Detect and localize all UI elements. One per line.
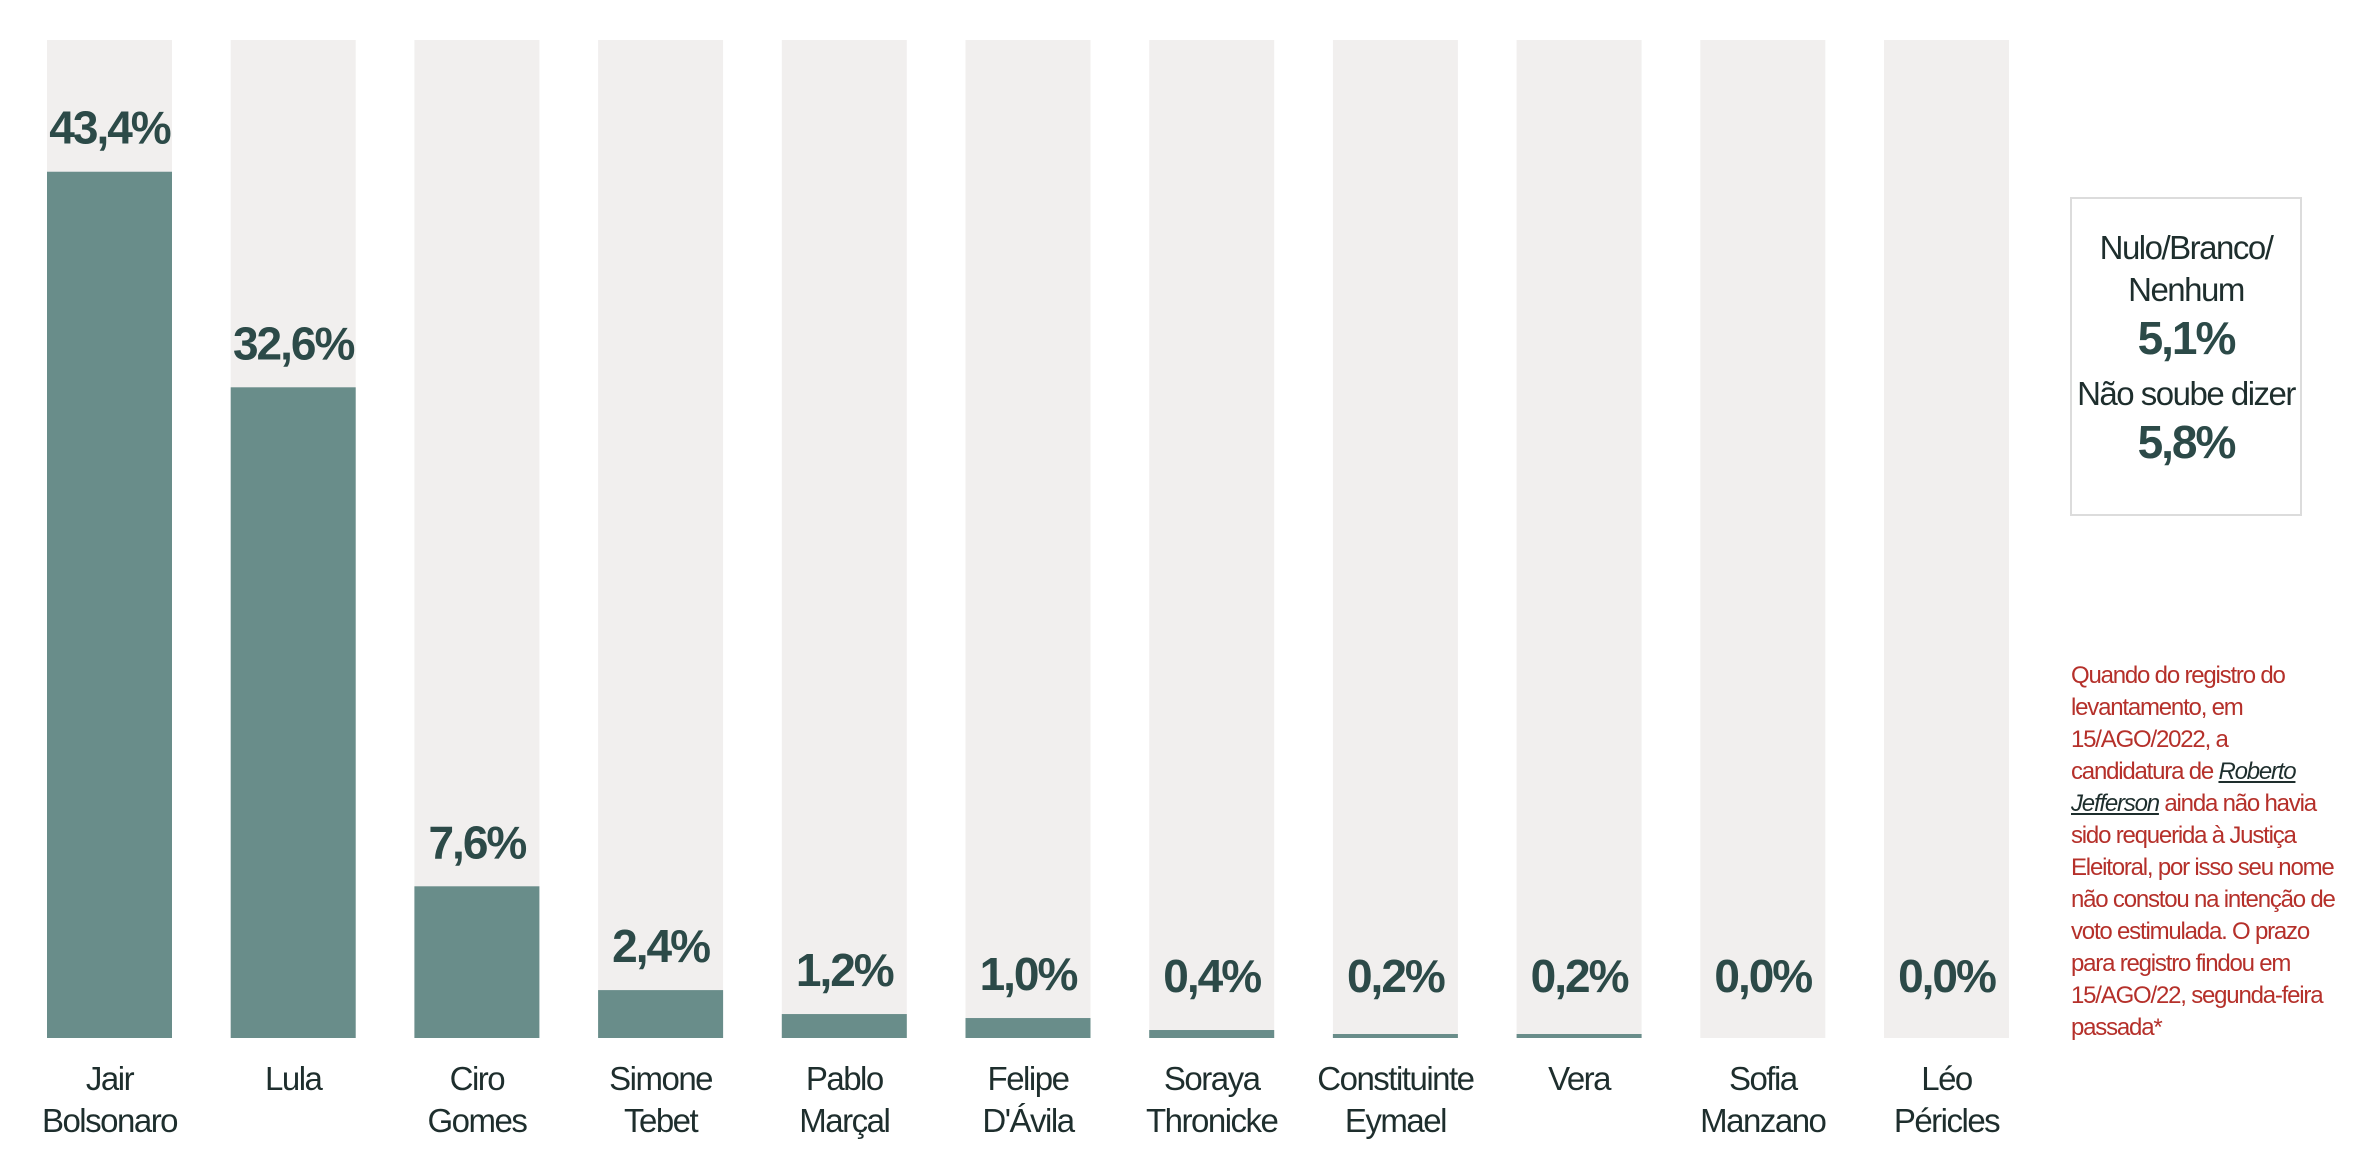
footnote-text-before: Quando do registro do levantamento, em 1… (2071, 662, 2286, 785)
category-label: Lula (265, 1060, 324, 1097)
null-blank-none-value: 5,1% (2137, 312, 2237, 364)
category-label: D'Ávila (982, 1102, 1075, 1139)
data-label: 7,6% (428, 816, 526, 868)
data-label: 0,4% (1163, 950, 1261, 1002)
bar (230, 387, 356, 1039)
category-label: Tebet (624, 1102, 699, 1139)
category-label: Pablo (806, 1060, 883, 1097)
bar-track (414, 40, 540, 1038)
null-blank-none-label: Nulo/Branco/ Nenhum (2099, 229, 2274, 308)
bar-track (965, 40, 1091, 1038)
category-label: Felipe (988, 1060, 1069, 1097)
bar-chart: 43,4% Jair Bolsonaro 32,6% Lula 7,6% Ciro Gomes… (42, 40, 2009, 1139)
footnote-candidate-name: Roberto Jefferson (2071, 758, 2297, 817)
category-label: Ciro (450, 1060, 505, 1097)
bar-track (1149, 40, 1275, 1038)
category-label: Eymael (1345, 1102, 1446, 1139)
data-label: 0,0% (1898, 950, 1996, 1002)
category-label: Bolsonaro (42, 1102, 177, 1139)
data-label: 2,4% (612, 920, 710, 972)
data-label: 0,2% (1531, 950, 1629, 1002)
data-label: 1,0% (980, 948, 1078, 1000)
bar (1332, 1034, 1458, 1038)
did-not-know-label: Não soube dizer (2077, 375, 2296, 412)
bar-track (1332, 40, 1458, 1038)
bar-track (1884, 40, 2009, 1038)
category-label: Vera (1548, 1060, 1612, 1097)
summary-box: Nulo/Branco/ Nenhum 5,1% Não soube dizer… (2070, 197, 2302, 516)
footnote: Quando do registro do levantamento, em 1… (2071, 660, 2341, 1044)
category-label: Sofia (1729, 1060, 1799, 1097)
bar-track (781, 40, 907, 1038)
bar (598, 990, 724, 1038)
data-label: 0,2% (1347, 950, 1445, 1002)
category-label: Marçal (799, 1102, 889, 1139)
data-label: 32,6% (233, 317, 355, 369)
category-label: Soraya (1164, 1060, 1262, 1097)
bar-track (1700, 40, 1826, 1038)
category-label: Simone (609, 1060, 712, 1097)
category-label: Gomes (427, 1102, 527, 1139)
bar-track (1516, 40, 1642, 1038)
bar-track (598, 40, 724, 1038)
footnote-text-after: ainda não havia sido requerida à Justiça… (2071, 790, 2336, 1041)
category-label: Léo (1921, 1060, 1972, 1097)
bar (47, 171, 172, 1039)
data-label: 0,0% (1714, 950, 1812, 1002)
category-label: Manzano (1700, 1102, 1825, 1139)
bar (781, 1014, 907, 1038)
category-label: Péricles (1894, 1102, 2000, 1139)
bar (965, 1018, 1091, 1038)
category-label: Thronicke (1146, 1102, 1278, 1139)
category-label: Constituinte (1317, 1060, 1473, 1097)
bar (1516, 1034, 1642, 1038)
did-not-know-value: 5,8% (2137, 416, 2237, 468)
bar (414, 886, 540, 1038)
category-label: Jair (86, 1060, 135, 1097)
data-label: 1,2% (796, 944, 894, 996)
data-label: 43,4% (49, 102, 171, 154)
bar (1149, 1030, 1275, 1038)
